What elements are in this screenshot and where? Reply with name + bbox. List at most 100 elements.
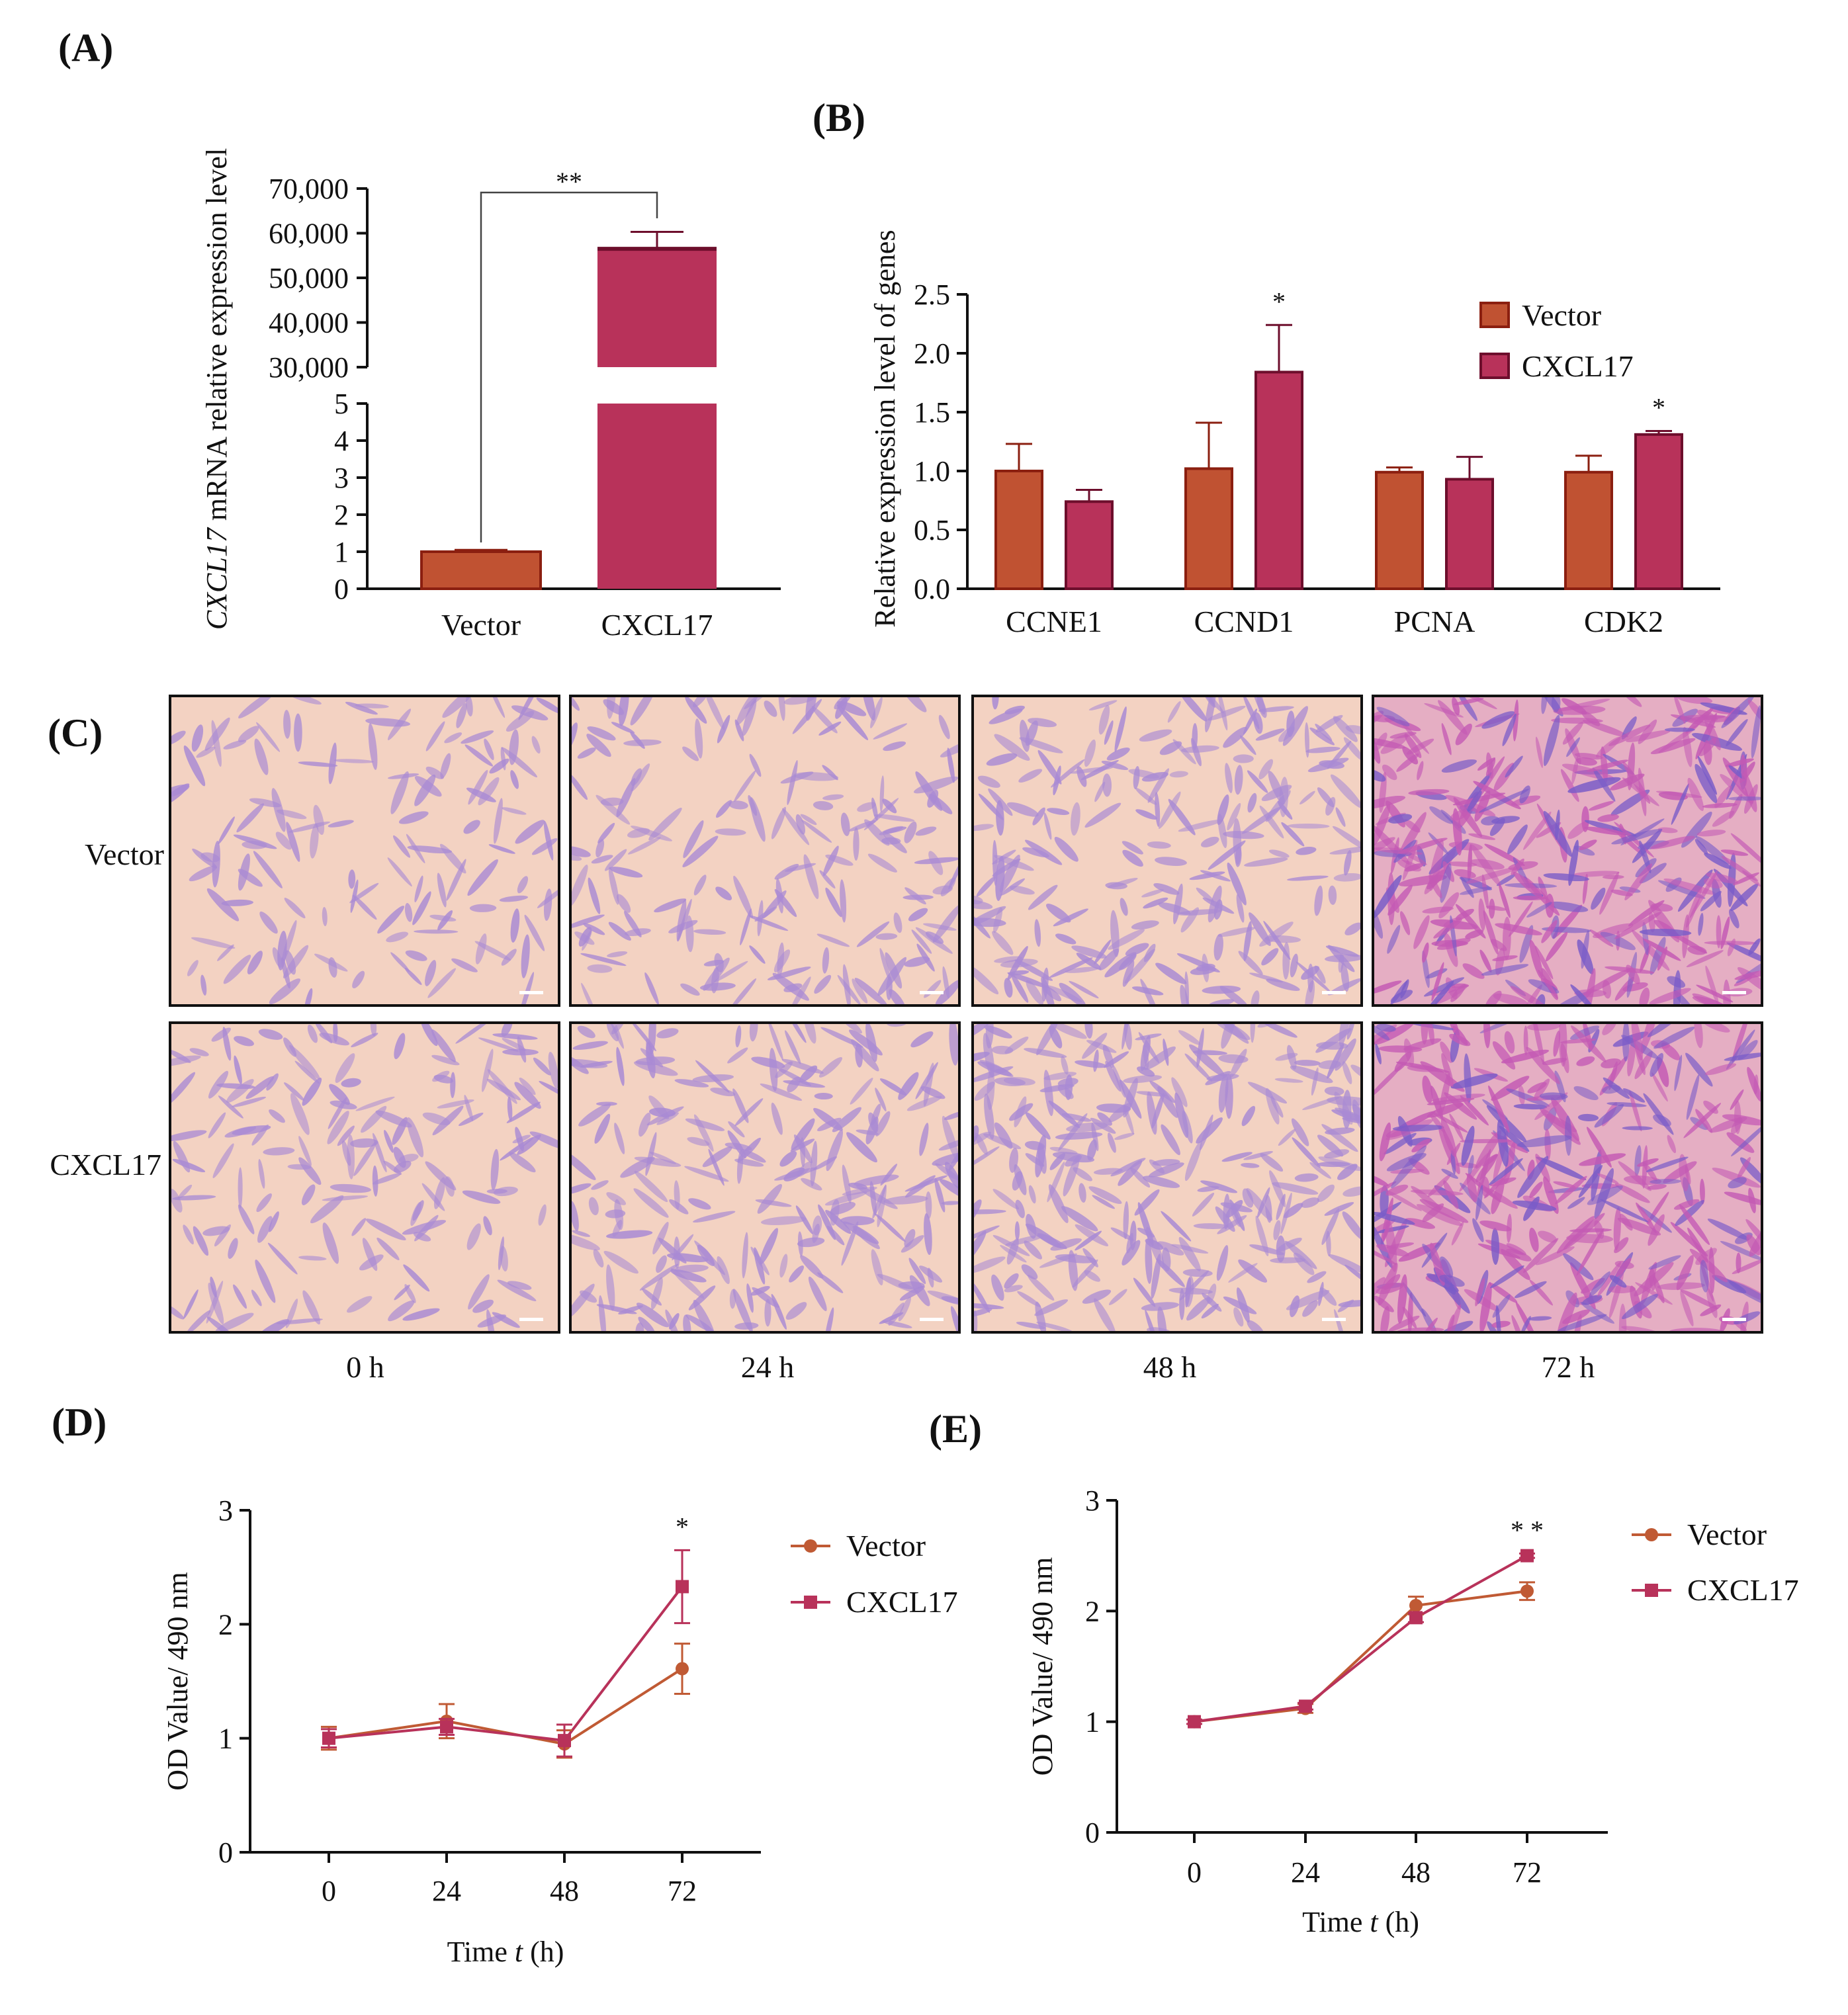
cell-shape xyxy=(269,978,301,1005)
x-tick-label: 72 xyxy=(1513,1856,1542,1889)
cell-shape xyxy=(1698,913,1704,936)
cell-shape xyxy=(915,826,937,836)
cell-shape xyxy=(873,723,908,740)
cell-shape xyxy=(816,933,850,947)
cell-shape xyxy=(993,907,1003,933)
cell-shape xyxy=(1606,1102,1647,1107)
cell-shape xyxy=(639,1264,679,1291)
cell-shape xyxy=(1024,839,1063,865)
cell-shape xyxy=(1452,1025,1468,1045)
cell-shape xyxy=(832,1107,861,1133)
cell-shape xyxy=(1104,952,1137,978)
cell-shape xyxy=(814,1093,833,1100)
cell-shape xyxy=(1567,821,1589,839)
cell-shape xyxy=(1302,1097,1340,1111)
cell-shape xyxy=(284,1082,305,1101)
cell-shape xyxy=(1004,1037,1029,1054)
cell-shape xyxy=(1460,1095,1489,1126)
cell-shape xyxy=(992,931,1014,955)
cell-shape xyxy=(733,875,753,919)
cell-shape xyxy=(524,914,545,951)
cell-shape xyxy=(1221,1152,1253,1162)
point-cxcl17 xyxy=(322,1731,335,1745)
cell-shape xyxy=(1578,1165,1603,1198)
cell-shape xyxy=(232,1125,271,1135)
cell-shape xyxy=(1346,1023,1356,1040)
cell-shape xyxy=(313,804,325,836)
cell-shape xyxy=(1421,1023,1429,1045)
cell-shape xyxy=(1571,871,1620,877)
cell-shape xyxy=(183,1224,194,1245)
cell-shape xyxy=(1019,719,1030,752)
cell-shape xyxy=(676,899,687,942)
cell-shape xyxy=(973,1256,1006,1274)
cell-shape xyxy=(728,800,748,810)
cell-shape xyxy=(368,723,378,770)
cell-shape xyxy=(1657,946,1667,971)
cell-shape xyxy=(1522,1238,1559,1273)
cell-shape xyxy=(1664,727,1695,732)
cell-shape xyxy=(1650,1052,1663,1077)
cell-shape xyxy=(1422,942,1429,963)
cell-shape xyxy=(1249,972,1284,983)
cell-shape xyxy=(468,1274,490,1310)
cell-shape xyxy=(372,1165,378,1197)
cell-shape xyxy=(734,1098,764,1127)
cell-shape xyxy=(631,826,672,841)
panel-label-e: (E) xyxy=(929,1407,982,1451)
scale-bar xyxy=(920,1318,944,1321)
cell-shape xyxy=(1376,707,1410,726)
cell-shape xyxy=(1283,1203,1303,1219)
cell-shape xyxy=(1584,968,1596,1006)
cell-shape xyxy=(810,1140,818,1187)
cell-shape xyxy=(822,947,830,974)
cell-shape xyxy=(656,1112,679,1125)
cell-shape xyxy=(1101,761,1129,771)
cell-shape xyxy=(910,1031,934,1048)
cell-shape xyxy=(1092,1195,1116,1209)
cell-shape xyxy=(1602,1085,1621,1094)
cell-shape xyxy=(923,1062,934,1107)
cell-shape xyxy=(1543,873,1589,882)
cell-shape xyxy=(347,1135,355,1179)
cell-shape xyxy=(1514,1281,1547,1299)
cell-shape xyxy=(1422,906,1454,914)
cell-shape xyxy=(779,1254,788,1278)
cell-shape xyxy=(1309,727,1335,746)
cell-shape xyxy=(1597,814,1619,822)
cell-shape xyxy=(994,956,1023,963)
cell-shape xyxy=(1247,1320,1264,1332)
x-category-label: CDK2 xyxy=(1584,605,1663,638)
cell-shape xyxy=(287,1164,312,1170)
cell-shape xyxy=(875,933,898,940)
cell-shape xyxy=(1382,764,1397,781)
cell-shape xyxy=(1541,696,1548,714)
cell-shape xyxy=(1314,965,1326,984)
cell-shape xyxy=(1335,1038,1356,1071)
cell-shape xyxy=(826,1129,843,1172)
y-tick-label: 0 xyxy=(334,573,349,605)
cell-shape xyxy=(1732,1259,1762,1274)
cell-shape xyxy=(245,1076,275,1099)
y-tick-label: 60,000 xyxy=(269,218,349,250)
cell-shape xyxy=(1084,1023,1093,1039)
cell-shape xyxy=(1489,818,1505,836)
cell-shape xyxy=(1721,696,1755,728)
cell-shape xyxy=(941,1296,959,1304)
cell-shape xyxy=(404,967,422,985)
cell-shape xyxy=(883,832,907,853)
cell-shape xyxy=(1587,759,1629,772)
point-cxcl17 xyxy=(440,1720,453,1734)
cell-shape xyxy=(221,899,253,906)
cell-shape xyxy=(1694,839,1708,855)
cell-shape xyxy=(927,1267,934,1288)
cell-shape xyxy=(572,1041,608,1050)
cell-shape xyxy=(1529,1181,1543,1198)
cell-shape xyxy=(286,696,322,705)
cell-shape xyxy=(1178,1236,1201,1271)
cell-shape xyxy=(1151,1254,1161,1299)
cell-shape xyxy=(1104,720,1114,745)
cell-shape xyxy=(714,961,748,982)
cell-shape xyxy=(785,1030,801,1064)
significance-marker: * * xyxy=(1511,1515,1544,1545)
